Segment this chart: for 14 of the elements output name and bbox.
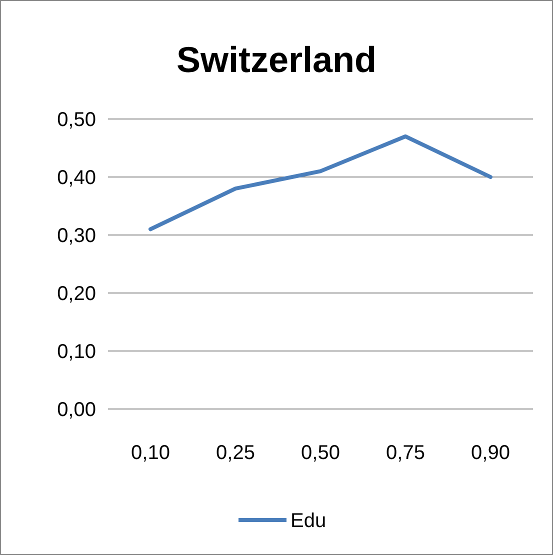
y-tick-label: 0,40 — [57, 167, 96, 189]
y-tick-label: 0,30 — [57, 225, 96, 247]
y-tick-label: 0,00 — [57, 399, 96, 421]
x-tick-label: 0,75 — [386, 442, 425, 464]
line-series — [148, 134, 492, 232]
x-tick-label: 0,10 — [131, 442, 170, 464]
chart-title: Switzerland — [176, 39, 377, 80]
y-tick-label: 0,10 — [57, 341, 96, 363]
legend-label: Edu — [290, 510, 326, 532]
x-tick-label: 0,50 — [301, 442, 340, 464]
x-tick-label: 0,25 — [216, 442, 255, 464]
y-tick-label: 0,50 — [57, 109, 96, 131]
x-tick-label: 0,90 — [471, 442, 510, 464]
y-tick-label: 0,20 — [57, 283, 96, 305]
